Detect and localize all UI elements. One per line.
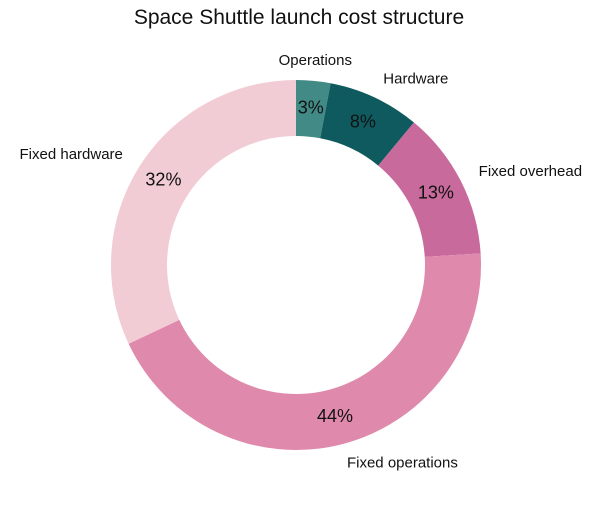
slice-label-fixed-hardware: Fixed hardware [20,146,123,163]
slice-label-fixed-overhead: Fixed overhead [479,163,582,180]
percent-label-fixed-overhead: 13% [418,182,454,202]
slice-fixed-hardware [110,80,297,344]
percent-label-fixed-hardware: 32% [145,170,181,190]
slice-fixed-operations [128,253,481,450]
percent-label-operations: 3% [298,97,324,117]
slice-fixed-overhead [378,122,481,257]
slice-label-hardware: Hardware [383,70,448,87]
slice-label-fixed-operations: Fixed operations [347,455,458,472]
chart-title: Space Shuttle launch cost structure [133,6,465,29]
percent-label-hardware: 8% [350,112,376,132]
slice-hardware [320,83,414,166]
slice-operations [296,80,331,139]
percent-label-fixed-operations: 44% [317,406,353,426]
slice-label-operations: Operations [279,52,352,69]
